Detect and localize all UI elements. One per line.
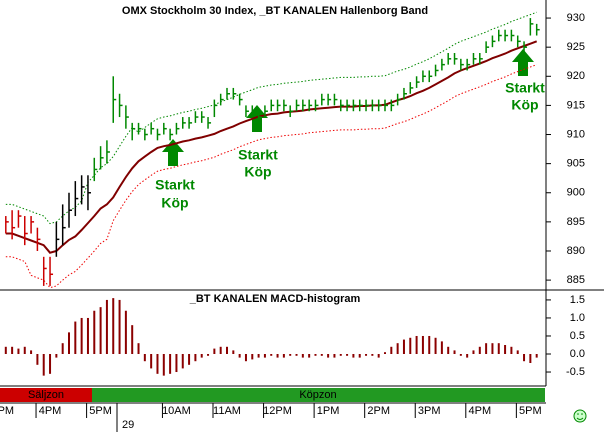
date-label: 29: [122, 419, 134, 431]
annotation-text: Köp: [511, 97, 538, 113]
x-tick-label: 4PM: [39, 405, 62, 417]
arrow: [512, 49, 534, 76]
average-line: [5, 40, 538, 254]
band-line: [5, 11, 537, 225]
zone-label: Köpzon: [299, 389, 336, 401]
annotation: Starkt Köp: [238, 105, 278, 180]
smiley: [573, 409, 587, 423]
macd-title: _BT KANALEN MACD-histogram: [189, 293, 361, 305]
chart-title: OMX Stockholm 30 Index, _BT KANALEN Hall…: [122, 5, 428, 17]
annotation-text: Starkt: [155, 177, 195, 193]
y-tick-label: 895: [567, 216, 585, 228]
annotation-text: Starkt: [238, 147, 278, 163]
x-tick-label: 11AM: [213, 405, 241, 417]
y-tick-label: 1.0: [570, 312, 585, 324]
y-tick-label: 0.5: [570, 330, 585, 342]
x-tick-label: 5PM: [519, 405, 542, 417]
annotation-text: Köp: [161, 195, 188, 211]
y-tick-label: -0.5: [566, 366, 585, 378]
y-tick-label: 905: [567, 158, 585, 170]
band-line: [5, 64, 537, 289]
y-tick-label: 910: [567, 128, 585, 140]
y-tick-label: 0.0: [570, 348, 585, 360]
arrow: [246, 105, 268, 132]
y-tick-label: 920: [567, 70, 585, 82]
y-tick-label: 890: [567, 245, 585, 257]
x-tick-label: 2PM: [367, 405, 390, 417]
sell-zone: [0, 388, 92, 402]
x-tick-label: 4PM: [468, 405, 491, 417]
zone-label: Säljzon: [28, 389, 64, 401]
annotation-text: Köp: [244, 164, 271, 180]
x-tick-label: 1PM: [317, 405, 340, 417]
annotation-text: Starkt: [505, 80, 545, 96]
x-tick-label: PM: [0, 405, 14, 417]
buy-zone: [92, 388, 545, 402]
y-tick-label: 915: [567, 99, 585, 111]
y-tick-label: 900: [567, 187, 585, 199]
annotation: Starkt Köp: [505, 49, 545, 113]
x-tick-label: 5PM: [89, 405, 112, 417]
x-tick-label: 12PM: [263, 405, 292, 417]
y-tick-label: 1.5: [570, 294, 585, 306]
y-tick-label: 925: [567, 41, 585, 53]
y-tick-label: 930: [567, 12, 585, 24]
x-tick-label: 10AM: [162, 405, 191, 417]
y-tick-label: 885: [567, 274, 585, 286]
x-tick-label: 3PM: [418, 405, 441, 417]
